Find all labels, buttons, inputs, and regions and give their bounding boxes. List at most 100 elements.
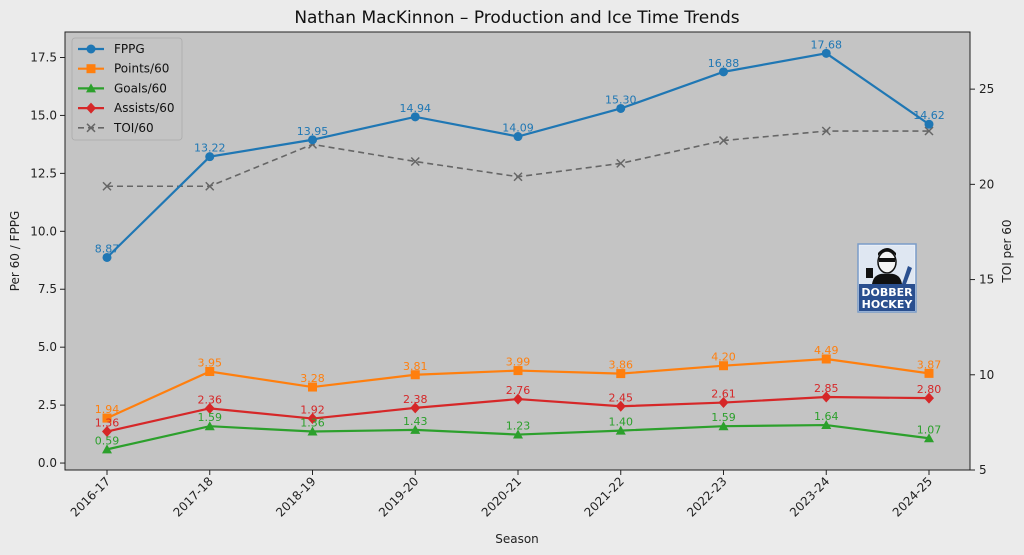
data-point-toi-60 xyxy=(410,156,420,167)
data-label-goals-60: 1.23 xyxy=(506,420,531,433)
y-axis-right: 5 10 15 20 25 xyxy=(970,82,994,477)
legend-label-assists-60: Assists/60 xyxy=(114,101,175,115)
data-label-assists-60: 2.38 xyxy=(403,393,428,406)
data-label-goals-60: 1.64 xyxy=(814,410,839,423)
data-label-goals-60: 1.36 xyxy=(300,417,325,430)
data-point-goals-60 xyxy=(513,429,523,439)
y-axis-left: 0.0 2.5 5.0 7.5 10.0 12.5 15.0 17.5 xyxy=(30,50,65,470)
data-label-fppg: 17.68 xyxy=(811,38,843,51)
data-labels-layer: 0.59 1.59 1.36 1.43 1.23 1.40 1.59 1.64 1.07 1.36… xyxy=(95,38,945,447)
y-tick-label: 10.0 xyxy=(30,224,57,238)
data-label-fppg: 14.09 xyxy=(502,122,534,135)
data-label-assists-60: 2.36 xyxy=(198,393,223,406)
legend-marker-points-60 xyxy=(86,64,96,74)
data-label-assists-60: 2.45 xyxy=(609,391,634,404)
x-axis-label: Season xyxy=(495,532,539,546)
y-axis-label-left: Per 60 / FPPG xyxy=(8,211,22,292)
data-point-assists-60 xyxy=(513,393,523,405)
y2-tick-label: 5 xyxy=(979,463,987,477)
data-label-points-60: 3.95 xyxy=(198,357,223,370)
data-label-points-60: 3.28 xyxy=(300,372,325,385)
y-tick-label: 17.5 xyxy=(30,50,57,64)
legend-marker-fppg xyxy=(86,44,96,54)
data-label-fppg: 14.62 xyxy=(913,109,945,122)
legend-label-goals-60: Goals/60 xyxy=(114,81,167,95)
data-point-toi-60 xyxy=(102,181,112,191)
logo-text-bottom: HOCKEY xyxy=(862,298,914,311)
data-point-fppg xyxy=(821,48,831,58)
data-point-toi-60 xyxy=(205,181,215,191)
data-point-goals-60 xyxy=(615,425,626,435)
data-label-points-60: 3.86 xyxy=(609,359,634,372)
data-point-points-60 xyxy=(616,369,626,379)
legend-marker-assists-60 xyxy=(86,102,96,114)
data-label-assists-60: 2.80 xyxy=(917,383,942,396)
data-label-fppg: 8.87 xyxy=(95,242,120,255)
legend: FPPG Points/60 Goals/60 Assists/60 TOI/60 xyxy=(71,37,183,141)
data-point-points-60 xyxy=(513,366,523,376)
data-point-assists-60 xyxy=(102,426,112,438)
data-point-points-60 xyxy=(719,361,728,371)
data-label-fppg: 15.30 xyxy=(605,93,637,106)
data-point-assists-60 xyxy=(307,413,318,425)
data-point-goals-60 xyxy=(410,424,421,434)
data-point-fppg xyxy=(102,252,112,262)
data-point-toi-60 xyxy=(718,136,729,146)
y-tick-label: 12.5 xyxy=(30,166,57,180)
legend-marker-toi-60 xyxy=(86,123,96,133)
legend-label-points-60: Points/60 xyxy=(114,62,169,76)
y2-tick-label: 20 xyxy=(979,177,994,191)
series-layer xyxy=(102,48,934,454)
data-label-points-60: 3.81 xyxy=(403,360,428,373)
data-point-points-60 xyxy=(205,367,215,377)
data-label-assists-60: 1.36 xyxy=(95,417,120,430)
data-point-toi-60 xyxy=(924,126,934,136)
y-tick-label: 2.5 xyxy=(38,398,57,412)
data-point-fppg xyxy=(308,135,317,145)
logo-text-top: DOBBER xyxy=(861,286,913,299)
data-point-goals-60 xyxy=(718,421,729,431)
data-point-toi-60 xyxy=(821,126,831,136)
legend-label-toi-60: TOI/60 xyxy=(113,121,154,135)
y-axis-label-right: TOI per 60 xyxy=(1000,219,1014,283)
data-point-assists-60 xyxy=(718,397,729,409)
y2-tick-label: 15 xyxy=(979,273,994,287)
data-point-points-60 xyxy=(821,354,831,364)
data-point-fppg xyxy=(513,132,523,142)
data-point-goals-60 xyxy=(204,421,215,431)
data-label-goals-60: 1.59 xyxy=(711,411,736,424)
data-label-points-60: 4.49 xyxy=(814,344,839,357)
y2-tick-label: 10 xyxy=(979,368,994,382)
legend-label-fppg: FPPG xyxy=(114,42,145,56)
data-label-fppg: 13.95 xyxy=(297,125,329,138)
data-point-goals-60 xyxy=(924,433,934,443)
chart-title: Nathan MacKinnon – Production and Ice Ti… xyxy=(294,8,739,28)
data-point-points-60 xyxy=(924,368,934,378)
data-point-points-60 xyxy=(308,382,317,392)
data-label-points-60: 3.99 xyxy=(506,356,531,369)
data-label-goals-60: 1.07 xyxy=(917,423,942,436)
data-point-goals-60 xyxy=(307,426,318,436)
data-point-goals-60 xyxy=(821,420,832,430)
data-label-points-60: 4.20 xyxy=(711,351,736,364)
y-tick-label: 5.0 xyxy=(38,340,57,354)
y-tick-label: 0.0 xyxy=(38,456,57,470)
data-label-goals-60: 1.59 xyxy=(198,411,223,424)
data-point-goals-60 xyxy=(102,444,112,454)
data-label-assists-60: 2.61 xyxy=(711,388,736,401)
legend-marker-goals-60 xyxy=(86,83,96,93)
data-point-assists-60 xyxy=(410,402,421,414)
legend-box xyxy=(71,37,183,141)
data-label-points-60: 3.87 xyxy=(917,358,942,371)
data-point-fppg xyxy=(616,103,626,113)
data-label-fppg: 13.22 xyxy=(194,142,226,155)
y-tick-label: 7.5 xyxy=(38,282,57,296)
data-label-fppg: 14.94 xyxy=(400,102,432,115)
data-point-fppg xyxy=(410,112,420,122)
data-label-goals-60: 1.40 xyxy=(609,416,634,429)
data-point-points-60 xyxy=(102,413,112,423)
data-point-assists-60 xyxy=(821,391,832,403)
data-point-assists-60 xyxy=(204,402,215,414)
data-point-fppg xyxy=(205,152,215,162)
